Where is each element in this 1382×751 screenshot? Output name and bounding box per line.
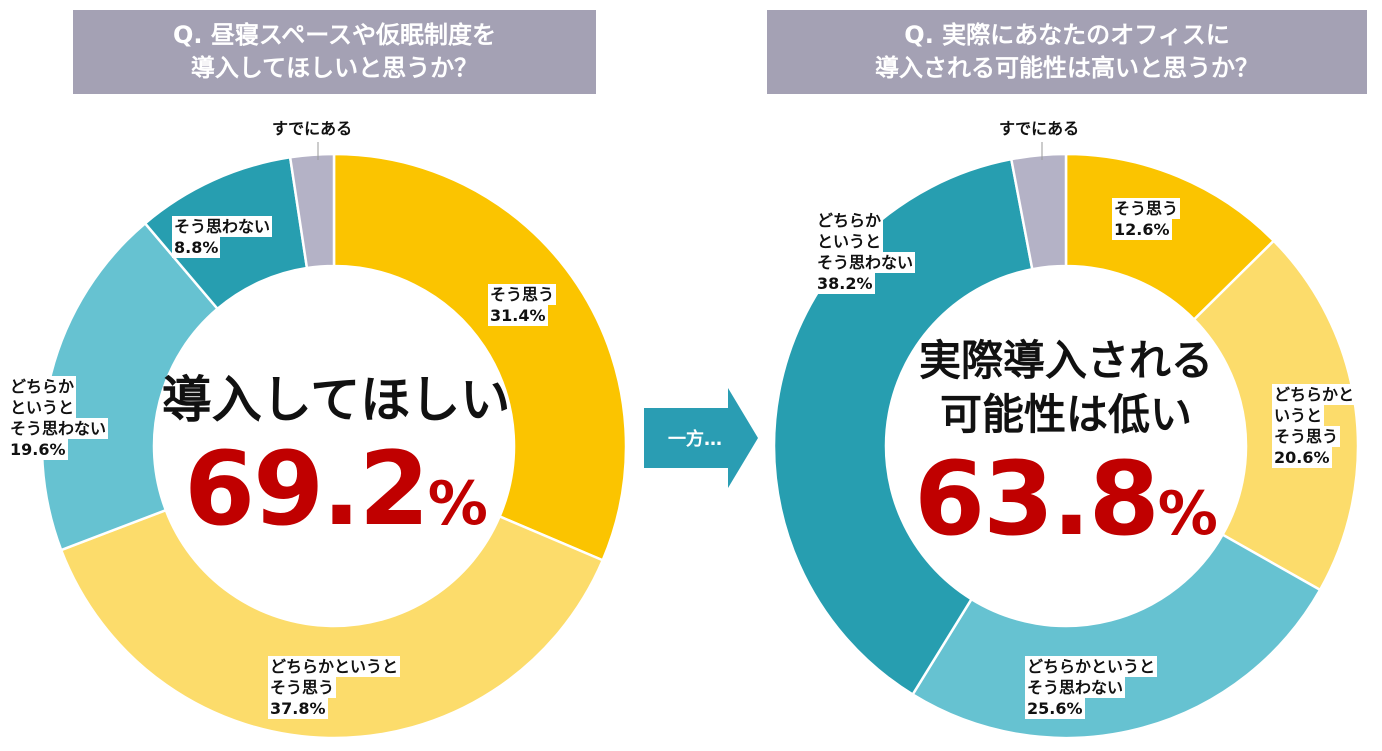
- value-right-dochiraka-soo-omowanai: 25.6%: [1025, 698, 1085, 719]
- value-right-soo-omowanai: 38.2%: [815, 273, 875, 294]
- center-value-right-unit: %: [1157, 479, 1218, 549]
- arrow-label: 一方…: [668, 429, 722, 450]
- question-header-right: Q. 実際にあなたのオフィスに 導入される可能性は高いと思うか？: [767, 10, 1367, 94]
- arrow-right-icon: [644, 388, 758, 488]
- label-right-dochiraka-soo-omowanai: どちらかというと そう思わない 25.6%: [1025, 656, 1158, 719]
- donut-left-slice-1: [59, 508, 605, 740]
- donut-right-slice-2: [910, 532, 1322, 740]
- label-left-dochiraka-soo-omowanai: どちらか というと そう思わない 19.6%: [8, 376, 109, 460]
- value-left-soo-omou: 31.4%: [488, 305, 548, 326]
- value-left-dochiraka-soo-omowanai: 19.6%: [8, 439, 68, 460]
- question-left-line1: Q. 昼寝スペースや仮眠制度を: [173, 21, 496, 49]
- label-right-sude-ni-aru: すでにある: [999, 119, 1080, 138]
- center-value-left: 69.2%: [150, 430, 522, 549]
- center-value-left-unit: %: [427, 469, 488, 539]
- donut-right-slice-4: [1009, 152, 1068, 271]
- center-value-left-number: 69.2: [184, 430, 430, 549]
- center-text-right-line1: 実際導入される: [918, 336, 1213, 385]
- label-right-dochiraka-soo-omou: どちらかと いうと そう思う 20.6%: [1272, 384, 1357, 468]
- donut-left-slice-4: [288, 152, 336, 270]
- label-left-dochiraka-soo-omou: どちらかというと そう思う 37.8%: [268, 656, 401, 719]
- value-right-dochiraka-soo-omou: 20.6%: [1272, 447, 1332, 468]
- value-left-dochiraka-soo-omou: 37.8%: [268, 698, 328, 719]
- center-text-right: 実際導入される 可能性は低い: [880, 334, 1252, 442]
- value-left-soo-omowanai: 8.8%: [172, 237, 221, 258]
- question-right-line1: Q. 実際にあなたのオフィスに: [904, 21, 1230, 49]
- value-right-soo-omou: 12.6%: [1112, 219, 1172, 240]
- center-text-left: 導入してほしい: [161, 371, 511, 429]
- center-value-right: 63.8%: [880, 440, 1252, 559]
- label-right-soo-omou: そう思う 12.6%: [1112, 198, 1181, 240]
- label-left-sude-ni-aru: すでにある: [272, 119, 353, 138]
- label-right-soo-omowanai: どちらか というと そう思わない 38.2%: [815, 210, 916, 294]
- center-text-right-line2: 可能性は低い: [939, 390, 1192, 439]
- center-value-right-number: 63.8: [914, 440, 1160, 559]
- question-right-line2: 導入される可能性は高いと思うか？: [875, 54, 1259, 82]
- label-left-soo-omou: そう思う 31.4%: [488, 284, 557, 326]
- label-left-soo-omowanai: そう思わない 8.8%: [172, 216, 273, 258]
- donut-left-slice-0: [332, 152, 628, 562]
- question-header-left: Q. 昼寝スペースや仮眠制度を 導入してほしいと思うか？: [73, 10, 596, 94]
- question-left-line2: 導入してほしいと思うか？: [190, 54, 479, 82]
